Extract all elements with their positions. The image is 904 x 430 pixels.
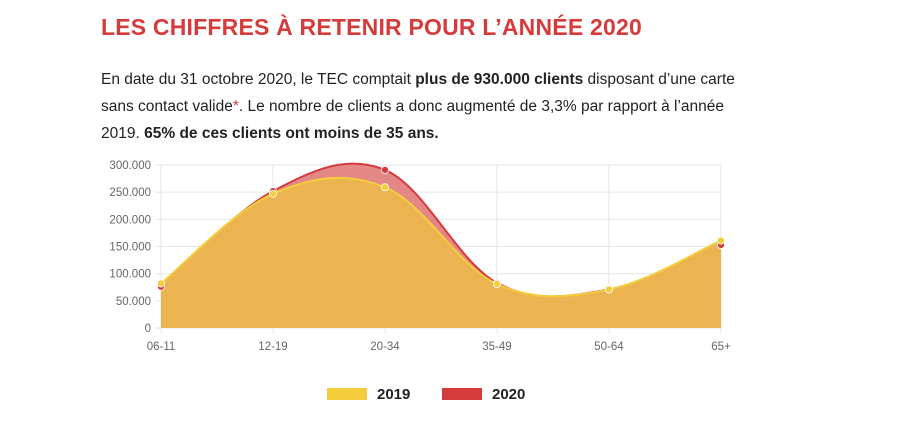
x-tick-label: 12-19 [258, 341, 287, 353]
data-point-2019[interactable] [605, 285, 614, 294]
series-area-2019 [161, 177, 721, 328]
intro-text: En date du 31 octobre 2020, le TEC compt… [101, 71, 416, 88]
data-point-2019[interactable] [156, 279, 165, 288]
x-tick-label: 50-64 [594, 341, 624, 353]
legend-swatch-2020 [442, 388, 482, 400]
y-tick-label: 0 [145, 323, 151, 335]
intro-highlight-age: 65% de ces clients ont moins de 35 ans. [144, 125, 439, 142]
intro-paragraph: En date du 31 octobre 2020, le TEC compt… [101, 66, 761, 147]
data-point-2019[interactable] [380, 183, 389, 192]
intro-text: disposant d’une carte sans contact valid… [101, 71, 735, 115]
page-title: LES CHIFFRES À RETENIR POUR L’ANNÉE 2020 [101, 14, 642, 40]
legend-label-2019: 2019 [377, 385, 411, 403]
x-tick-label: 06-11 [147, 341, 176, 353]
y-tick-label: 250.000 [109, 187, 151, 199]
x-tick-label: 35-49 [482, 341, 511, 353]
chart-legend: 2019 2020 [0, 384, 904, 404]
y-tick-label: 50.000 [116, 296, 151, 308]
legend-swatch-2019 [327, 388, 367, 400]
series-areas [160, 162, 722, 328]
axes: 0 50.000 100.000 150.000 200.000 250.000 300.0… [109, 160, 731, 353]
legend-item-2020[interactable]: 2020 [442, 384, 525, 404]
data-point-2019[interactable] [717, 236, 726, 245]
y-tick-label: 150.000 [109, 242, 151, 254]
intro-text: . Le nombre de clients a donc augmenté d… [101, 98, 724, 142]
y-tick-label: 200.000 [109, 214, 151, 226]
series-points [156, 165, 726, 294]
data-point-2020[interactable] [380, 165, 389, 174]
series-line-2019 [160, 176, 722, 298]
legend-item-2019[interactable]: 2019 [327, 384, 410, 404]
footnote-asterisk: * [232, 98, 239, 115]
data-point-2019[interactable] [268, 189, 277, 198]
y-tick-label: 100.000 [109, 269, 151, 281]
area-chart: 0 50.000 100.000 150.000 200.000 250.000 300.0… [109, 160, 731, 353]
x-tick-label: 20-34 [370, 341, 400, 353]
y-tick-label: 300.000 [109, 160, 151, 172]
legend-label-2020: 2020 [492, 385, 526, 403]
data-point-2019[interactable] [492, 279, 501, 288]
intro-highlight-clients: plus de 930.000 clients [415, 71, 584, 88]
x-tick-label: 65+ [711, 341, 731, 353]
